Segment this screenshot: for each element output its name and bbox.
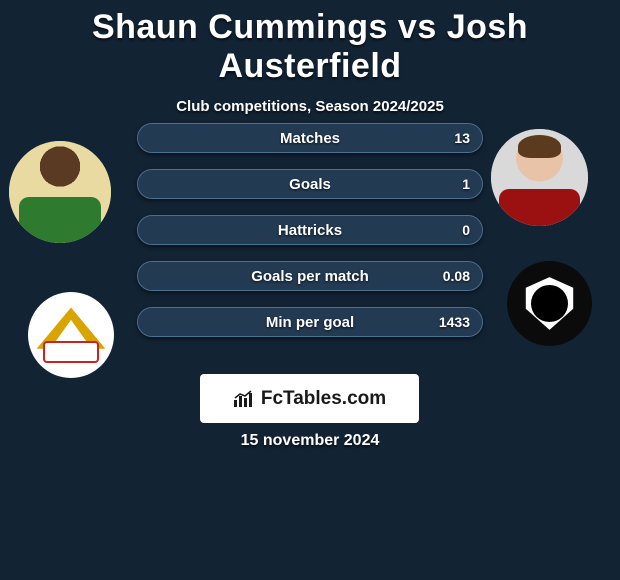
stat-label: Goals per match xyxy=(138,262,482,290)
footer-date: 15 november 2024 xyxy=(0,432,620,450)
stat-row: 13Matches xyxy=(137,123,483,153)
stat-row: 1433Min per goal xyxy=(137,307,483,337)
bar-chart-icon xyxy=(233,390,255,408)
logo-text: FcTables.com xyxy=(261,388,386,410)
title-vs: vs xyxy=(398,8,437,46)
stat-label: Min per goal xyxy=(138,308,482,336)
title-player1: Shaun Cummings xyxy=(92,8,388,46)
subtitle: Club competitions, Season 2024/2025 xyxy=(0,98,620,115)
player2-club-badge xyxy=(507,261,592,346)
stats-container: 13Matches 1Goals 0Hattricks 0.08Goals per m… xyxy=(137,123,483,353)
stat-row: 1Goals xyxy=(137,169,483,199)
player1-club-badge xyxy=(28,292,114,378)
stat-label: Hattricks xyxy=(138,216,482,244)
stat-label: Goals xyxy=(138,170,482,198)
player1-avatar xyxy=(9,141,111,243)
stat-row: 0Hattricks xyxy=(137,215,483,245)
stat-row: 0.08Goals per match xyxy=(137,261,483,291)
fctables-logo: FcTables.com xyxy=(200,374,419,423)
stat-label: Matches xyxy=(138,124,482,152)
player2-avatar xyxy=(491,129,588,226)
page-title: Shaun Cummings vs Josh Austerfield xyxy=(0,0,620,86)
